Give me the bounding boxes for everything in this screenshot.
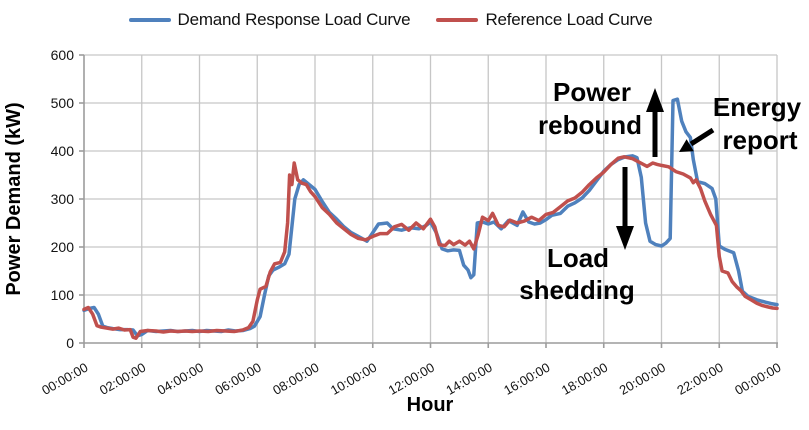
x-tick-label: 18:00:00 [559, 360, 610, 398]
y-tick-labels: 0 100 200 300 400 500 600 [51, 47, 75, 351]
x-tick-label: 08:00:00 [270, 360, 321, 398]
legend: Demand Response Load Curve Reference Loa… [0, 10, 795, 30]
x-tick-label: 12:00:00 [386, 360, 437, 398]
x-tick-label: 04:00:00 [155, 360, 206, 398]
legend-line-swatch-demand-response-icon [128, 18, 171, 22]
x-tick-label: 00:00:00 [732, 360, 783, 398]
x-tick-label: 00:00:00 [39, 360, 90, 398]
load-shedding-down-arrow-icon [616, 167, 634, 250]
y-tick-label: 100 [51, 287, 75, 303]
y-tick-label: 500 [51, 95, 75, 111]
energy-report-label-line1: Energy [713, 92, 802, 122]
power-rebound-label-line1: Power [553, 77, 631, 107]
load-shedding-label-line2: shedding [519, 275, 635, 305]
legend-label-reference: Reference Load Curve [485, 10, 653, 29]
y-tick-label: 0 [66, 335, 74, 351]
x-tick-label: 10:00:00 [328, 360, 379, 398]
y-tick-label: 200 [51, 239, 75, 255]
gridlines [84, 54, 778, 343]
axes [79, 54, 778, 348]
load-shedding-label-line1: Load [547, 243, 609, 273]
energy-report-diagonal-arrow-icon [679, 127, 715, 152]
x-tick-label: 22:00:00 [674, 360, 725, 398]
power-rebound-up-arrow-icon [646, 88, 664, 157]
series-reference-line [82, 155, 779, 340]
y-tick-label: 600 [51, 47, 75, 63]
legend-item-demand-response: Demand Response Load Curve [128, 10, 411, 30]
x-tick-label: 16:00:00 [501, 360, 552, 398]
x-tick-label: 02:00:00 [97, 360, 148, 398]
y-tick-label: 400 [51, 143, 75, 159]
y-tick-label: 300 [51, 191, 75, 207]
power-rebound-label-line2: rebound [538, 110, 642, 140]
x-tick-label: 20:00:00 [617, 360, 668, 398]
legend-line-swatch-reference-icon [436, 18, 479, 22]
legend-label-demand-response: Demand Response Load Curve [177, 10, 411, 29]
x-tick-label: 06:00:00 [212, 360, 263, 398]
legend-item-reference: Reference Load Curve [436, 10, 653, 30]
energy-report-label-line2: report [722, 125, 797, 155]
x-axis-title: Hour [407, 394, 454, 416]
x-tick-label: 14:00:00 [443, 360, 494, 398]
x-tick-labels: 00:00:00 02:00:00 04:00:00 06:00:00 08:00:00… [39, 360, 783, 398]
y-axis-title: Power Demand (kW) [3, 102, 25, 295]
